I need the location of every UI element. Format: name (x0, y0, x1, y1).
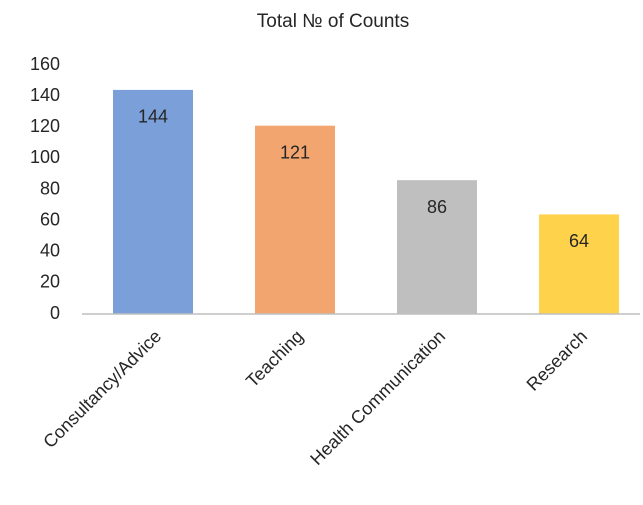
y-tick-label: 40 (40, 241, 60, 261)
data-label: 121 (280, 142, 310, 162)
y-tick-label: 120 (30, 116, 60, 136)
y-tick-label: 80 (40, 178, 60, 198)
y-tick-label: 100 (30, 147, 60, 167)
data-label: 86 (427, 197, 447, 217)
chart-title: Total № of Counts (257, 11, 409, 32)
x-tick-label: Health Communication (306, 326, 449, 469)
y-tick-label: 20 (40, 272, 60, 292)
x-tick-label: Research (523, 326, 592, 395)
bar (397, 180, 477, 314)
bar (539, 214, 619, 314)
x-tick-label: Teaching (242, 326, 307, 391)
bar (113, 89, 193, 315)
data-label: 64 (569, 231, 589, 251)
data-label: 144 (138, 107, 168, 127)
y-tick-label: 160 (30, 54, 60, 74)
y-tick-label: 60 (40, 209, 60, 229)
y-tick-label: 0 (50, 303, 60, 323)
bar (255, 125, 335, 314)
y-tick-label: 140 (30, 85, 60, 105)
x-tick-label: Consultancy/Advice (39, 326, 165, 452)
